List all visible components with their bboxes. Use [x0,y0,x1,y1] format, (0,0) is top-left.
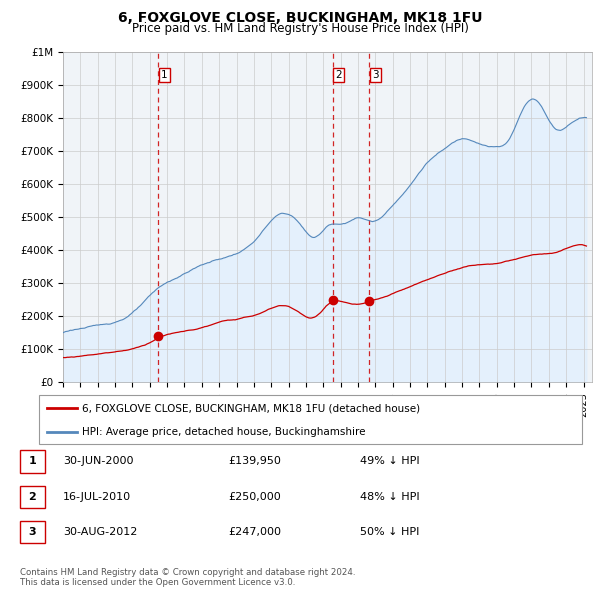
Text: Contains HM Land Registry data © Crown copyright and database right 2024.: Contains HM Land Registry data © Crown c… [20,568,355,577]
Text: 50% ↓ HPI: 50% ↓ HPI [360,527,419,537]
Text: 2: 2 [29,492,36,502]
Text: HPI: Average price, detached house, Buckinghamshire: HPI: Average price, detached house, Buck… [82,427,366,437]
Text: 3: 3 [29,527,36,537]
Text: 1: 1 [161,70,167,80]
Text: £139,950: £139,950 [228,457,281,466]
Text: 30-AUG-2012: 30-AUG-2012 [63,527,137,537]
Text: Price paid vs. HM Land Registry's House Price Index (HPI): Price paid vs. HM Land Registry's House … [131,22,469,35]
Text: 49% ↓ HPI: 49% ↓ HPI [360,457,419,466]
Text: 48% ↓ HPI: 48% ↓ HPI [360,492,419,502]
Text: 3: 3 [372,70,379,80]
Text: 30-JUN-2000: 30-JUN-2000 [63,457,133,466]
Text: 1: 1 [29,457,36,466]
Text: 6, FOXGLOVE CLOSE, BUCKINGHAM, MK18 1FU (detached house): 6, FOXGLOVE CLOSE, BUCKINGHAM, MK18 1FU … [82,404,421,414]
Text: 16-JUL-2010: 16-JUL-2010 [63,492,131,502]
Text: £250,000: £250,000 [228,492,281,502]
Text: 6, FOXGLOVE CLOSE, BUCKINGHAM, MK18 1FU: 6, FOXGLOVE CLOSE, BUCKINGHAM, MK18 1FU [118,11,482,25]
Text: £247,000: £247,000 [228,527,281,537]
Text: 2: 2 [335,70,342,80]
FancyBboxPatch shape [39,395,582,444]
Text: This data is licensed under the Open Government Licence v3.0.: This data is licensed under the Open Gov… [20,578,295,588]
